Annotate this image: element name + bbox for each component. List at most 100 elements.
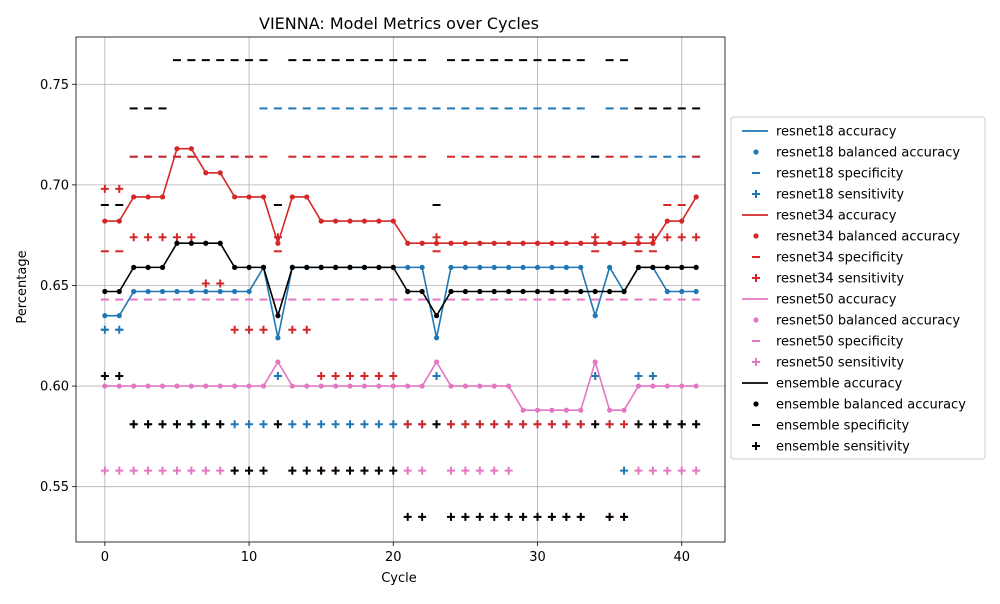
- resnet34-sensitivity-marker: [490, 420, 499, 429]
- ensemble-balanced-accuracy-point: [361, 264, 368, 270]
- resnet18-balanced-accuracy-point: [405, 264, 411, 270]
- ensemble-accuracy-line: [104, 242, 697, 319]
- resnet50-balanced-accuracy-point: [549, 407, 555, 413]
- resnet50-balanced-accuracy-point: [607, 407, 613, 413]
- x-tick-label: 30: [529, 550, 546, 565]
- resnet34-balanced-accuracy-point: [578, 240, 584, 246]
- resnet18-balanced-accuracy-point: [102, 313, 108, 319]
- resnet18-balanced-accuracy-point: [159, 288, 166, 295]
- ensemble-balanced-accuracy-point: [664, 264, 670, 270]
- resnet18-sensitivity-marker: [259, 420, 268, 429]
- legend-plus-swatch: [752, 190, 760, 198]
- legend-item: resnet50 accuracy: [742, 293, 897, 308]
- resnet34-sensitivity-marker: [418, 420, 427, 429]
- resnet18-balanced-accuracy-point: [607, 264, 613, 270]
- resnet34-sensitivity-marker: [432, 233, 441, 242]
- resnet50-sensitivity-marker: [418, 466, 427, 475]
- resnet18-sensitivity-marker: [288, 420, 297, 429]
- resnet50-balanced-accuracy-point: [592, 359, 598, 365]
- ensemble-balanced-accuracy-point: [376, 264, 382, 270]
- y-tick-label: 0.70: [40, 178, 69, 193]
- resnet34-balanced-accuracy-point: [419, 240, 425, 246]
- resnet50-balanced-accuracy-point: [275, 359, 281, 365]
- resnet50-balanced-accuracy-point: [520, 407, 526, 413]
- resnet18-balanced-accuracy-point: [477, 264, 483, 270]
- ensemble-balanced-accuracy-point: [563, 288, 569, 295]
- resnet18-balanced-accuracy-point: [679, 288, 685, 295]
- resnet34-balanced-accuracy-point: [635, 240, 642, 246]
- resnet34-balanced-accuracy-point: [491, 240, 497, 246]
- resnet18-sensitivity-marker: [302, 420, 311, 429]
- ensemble-sensitivity-marker: [648, 420, 657, 429]
- resnet34-sensitivity-marker: [547, 420, 556, 429]
- resnet50-balanced-accuracy-point: [246, 383, 252, 389]
- ensemble-sensitivity-marker: [677, 420, 686, 429]
- resnet50-balanced-accuracy-point: [534, 407, 541, 413]
- resnet34-sensitivity-marker: [129, 233, 138, 242]
- resnet34-balanced-accuracy-point: [477, 240, 483, 246]
- ensemble-sensitivity-marker: [475, 512, 484, 521]
- resnet50-balanced-accuracy-point: [506, 383, 512, 389]
- resnet34-sensitivity-marker: [663, 233, 672, 242]
- resnet18-sensitivity-marker: [620, 466, 629, 475]
- resnet34-balanced-accuracy-point: [520, 240, 526, 246]
- resnet34-balanced-accuracy-point: [203, 170, 209, 176]
- ensemble-sensitivity-marker: [692, 420, 701, 429]
- resnet34-balanced-accuracy-point: [549, 240, 555, 246]
- resnet34-sensitivity-marker: [677, 233, 686, 242]
- ensemble-sensitivity-marker: [461, 512, 470, 521]
- resnet34-sensitivity-marker: [692, 233, 701, 242]
- resnet18-balanced-accuracy-point: [188, 288, 194, 295]
- resnet34-balanced-accuracy-point: [693, 194, 699, 200]
- resnet34-balanced-accuracy-point: [116, 218, 122, 224]
- ensemble-balanced-accuracy-point: [405, 288, 411, 295]
- resnet50-sensitivity-marker: [187, 466, 196, 475]
- legend-dot-swatch: [753, 149, 759, 155]
- legend-plus-swatch: [752, 274, 760, 282]
- legend-label: ensemble specificity: [776, 419, 909, 434]
- resnet18-balanced-accuracy-point: [433, 335, 440, 341]
- legend-item: resnet34 specificity: [752, 251, 904, 266]
- ensemble-balanced-accuracy-point: [607, 288, 613, 295]
- resnet50-balanced-accuracy-point: [621, 407, 627, 413]
- resnet18-balanced-accuracy-point: [232, 288, 238, 295]
- resnet34-balanced-accuracy-point: [289, 194, 295, 200]
- legend-label: resnet50 specificity: [776, 335, 904, 350]
- axes: 0 10 20 30 40 0.55 0.60 0.65 0.70 0.75: [40, 36, 726, 565]
- resnet50-balanced-accuracy-point: [333, 383, 339, 389]
- resnet34-sensitivity-marker: [533, 420, 542, 429]
- ensemble-sensitivity-marker: [374, 466, 383, 475]
- resnet34-balanced-accuracy-point: [448, 240, 454, 246]
- resnet34-balanced-accuracy-point: [275, 240, 281, 246]
- x-tick-label: 20: [385, 550, 402, 565]
- ensemble-balanced-accuracy-point: [679, 264, 685, 270]
- resnet34-sensitivity-marker: [346, 372, 355, 381]
- ensemble-balanced-accuracy-point: [433, 313, 440, 319]
- y-tick-label: 0.75: [40, 78, 69, 93]
- resnet50-sensitivity-marker: [403, 466, 412, 475]
- resnet50-balanced-accuracy-point: [448, 383, 454, 389]
- legend-item: resnet50 balanced accuracy: [753, 314, 960, 329]
- ensemble-sensitivity-marker: [663, 420, 672, 429]
- legend-item: resnet50 specificity: [752, 335, 904, 350]
- resnet50-balanced-accuracy-point: [318, 383, 324, 389]
- resnet50-balanced-accuracy-point: [102, 383, 108, 389]
- resnet34-balanced-accuracy-point: [131, 194, 137, 200]
- resnet50-series: [100, 298, 701, 521]
- ensemble-sensitivity-marker: [317, 466, 326, 475]
- resnet50-balanced-accuracy-point: [390, 383, 396, 389]
- ensemble-balanced-accuracy-point: [520, 288, 526, 295]
- legend-dot-swatch: [753, 401, 759, 407]
- resnet18-balanced-accuracy-point: [520, 264, 526, 270]
- ensemble-sensitivity-marker: [547, 512, 556, 521]
- ensemble-sensitivity-marker: [360, 466, 369, 475]
- legend-dot-swatch: [753, 233, 759, 239]
- x-tick-label: 10: [241, 550, 258, 565]
- resnet50-sensitivity-marker: [490, 466, 499, 475]
- ensemble-balanced-accuracy-point: [549, 288, 555, 295]
- resnet50-sensitivity-marker: [446, 466, 455, 475]
- legend: resnet18 accuracy resnet18 balanced accur…: [730, 116, 986, 460]
- ensemble-balanced-accuracy-point: [621, 288, 627, 295]
- resnet34-sensitivity-marker: [461, 420, 470, 429]
- resnet18-balanced-accuracy-point: [534, 264, 541, 270]
